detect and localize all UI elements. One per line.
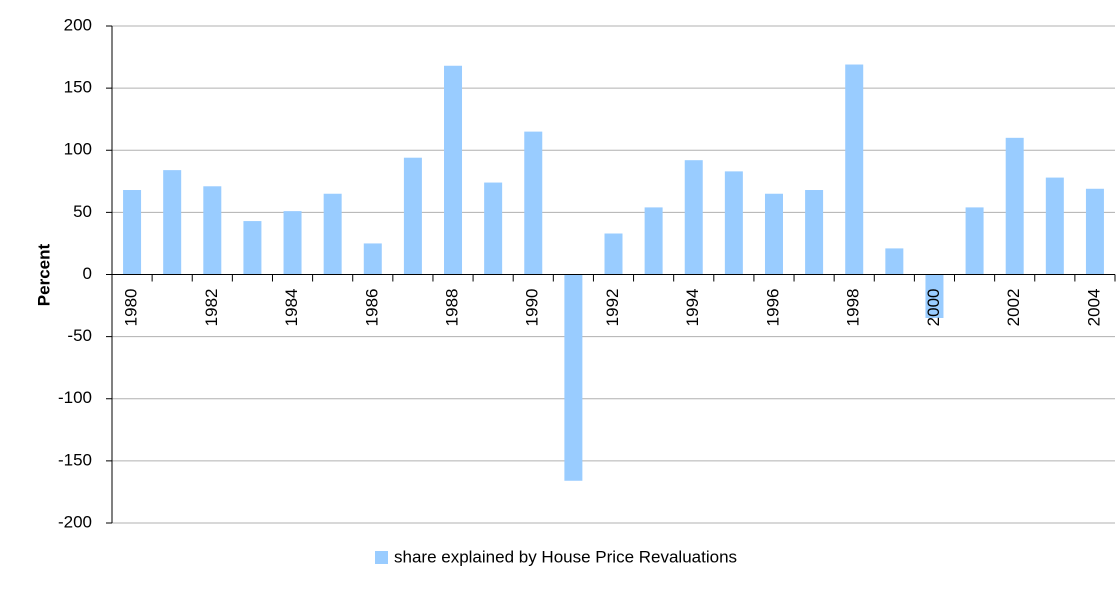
bar [1045,177,1064,275]
y-tick-label: 150 [64,78,92,97]
x-tick-label: 1998 [844,289,863,327]
bar [684,160,703,275]
y-tick-label: -50 [67,326,92,345]
y-tick-label: -150 [58,450,92,469]
bar [965,207,984,275]
bar [764,193,783,275]
bar [403,157,422,275]
bar [123,190,142,275]
bar [724,171,743,275]
x-tick-label: 1984 [282,289,301,327]
bar [444,65,463,275]
y-tick-label: 100 [64,140,92,159]
y-tick-label: 200 [64,15,92,34]
y-axis-title: Percent [34,243,53,306]
bar [845,64,864,275]
x-tick-label: 1994 [683,289,702,327]
x-tick-label: 2004 [1084,289,1103,327]
legend-swatch [375,551,388,564]
x-tick-label: 1992 [603,289,622,327]
x-tick-label: 1986 [362,289,381,327]
x-tick-label: 1996 [763,289,782,327]
x-tick-label: 2000 [924,289,943,327]
y-tick-label: 50 [73,202,92,221]
bar [925,274,944,318]
bar [644,207,663,275]
y-tick-label: -100 [58,388,92,407]
bar [1085,188,1104,275]
x-tick-label: 1988 [443,289,462,327]
bar [805,190,824,275]
y-tick-label: -200 [58,512,92,531]
bar [323,193,342,275]
bar [243,221,262,275]
bar [363,243,382,275]
y-tick-label: 0 [83,264,92,283]
bar [283,211,302,275]
x-tick-label: 1990 [523,289,542,327]
bar [604,233,623,275]
bar [163,170,182,275]
bar [524,131,543,275]
bar [1005,137,1024,275]
bar [564,274,583,481]
bar [885,248,904,275]
x-tick-label: 2002 [1004,288,1023,326]
legend-label: share explained by House Price Revaluati… [394,547,737,566]
bar [484,182,503,275]
x-tick-label: 1982 [202,289,221,327]
bar [203,186,222,275]
x-tick-label: 1980 [122,289,141,327]
